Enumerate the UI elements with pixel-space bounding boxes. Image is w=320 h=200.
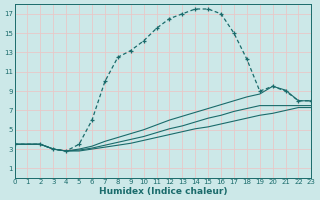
X-axis label: Humidex (Indice chaleur): Humidex (Indice chaleur): [99, 187, 227, 196]
